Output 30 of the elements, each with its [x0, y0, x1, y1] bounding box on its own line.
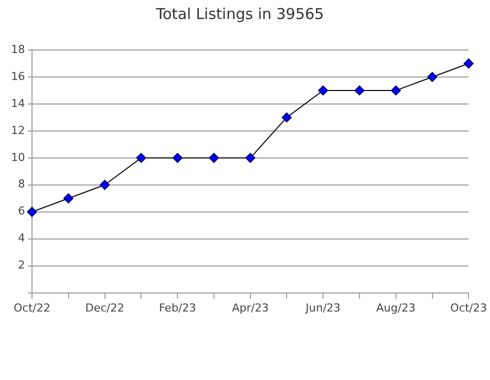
y-tick-label: 16	[10, 70, 25, 83]
point	[208, 152, 219, 163]
x-tick-label: Apr/23	[232, 301, 269, 314]
point	[282, 112, 292, 122]
point	[427, 72, 438, 82]
y-tick-label: 14	[10, 96, 25, 110]
point	[172, 152, 183, 163]
y-tick-label: 12	[10, 124, 25, 137]
x-tick-label: Oct/22	[14, 301, 50, 314]
y-tick-label: 8	[18, 178, 25, 191]
x-tick-label: Aug/23	[376, 301, 416, 314]
point	[354, 85, 364, 96]
y-tick-label: 2	[18, 258, 25, 272]
point	[390, 85, 401, 96]
x-tick-label: Dec/22	[85, 301, 124, 314]
x-tick-label: Jun/23	[304, 301, 341, 314]
chart-title: Total Listings in 39565	[155, 4, 324, 23]
y-tick-label: 4	[18, 232, 25, 245]
x-tick-label: Oct/23	[450, 301, 488, 314]
point	[26, 206, 37, 217]
point	[245, 152, 256, 163]
y-tick-label: 6	[18, 204, 25, 218]
point	[136, 152, 146, 163]
y-tick-label: 10	[10, 150, 25, 164]
point	[63, 193, 74, 204]
point	[318, 85, 328, 96]
y-tick-label: 18	[10, 42, 25, 56]
x-tick-label: Feb/23	[158, 301, 196, 314]
point	[100, 180, 110, 190]
point	[464, 58, 474, 68]
